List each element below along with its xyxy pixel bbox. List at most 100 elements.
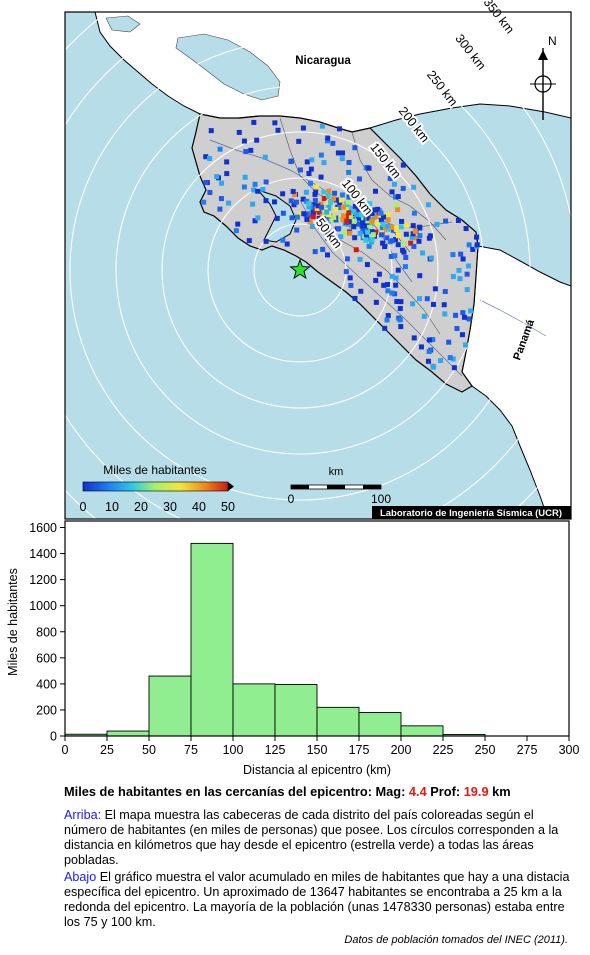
population-point	[307, 219, 313, 225]
population-point	[360, 220, 366, 226]
population-point	[311, 202, 317, 208]
population-point	[336, 126, 342, 132]
population-point	[347, 214, 353, 220]
population-point	[343, 269, 349, 275]
population-point	[338, 197, 344, 203]
population-point	[340, 150, 346, 156]
population-point	[316, 209, 322, 215]
scalebar	[290, 484, 382, 490]
population-point	[354, 212, 360, 218]
population-point	[304, 159, 310, 165]
population-point	[389, 273, 395, 279]
population-point	[385, 223, 391, 229]
population-point	[385, 217, 391, 223]
population-point	[263, 179, 269, 185]
population-point	[366, 215, 372, 221]
costa-rica-land	[191, 113, 479, 393]
population-point	[451, 365, 457, 371]
population-point	[318, 224, 324, 230]
population-point	[389, 189, 395, 195]
population-point	[430, 337, 436, 343]
population-point	[214, 174, 220, 180]
population-point	[311, 209, 317, 215]
population-point	[339, 192, 345, 198]
histogram-bar	[148, 675, 192, 737]
population-point	[255, 215, 261, 221]
magnitude-value: 4.4	[408, 784, 427, 799]
population-point	[369, 237, 375, 243]
population-point	[426, 337, 432, 343]
x-tick-label: 100	[223, 743, 244, 757]
population-point	[385, 313, 391, 319]
population-point	[324, 209, 330, 215]
population-point	[441, 302, 447, 308]
population-point	[400, 247, 406, 253]
population-point	[347, 275, 353, 281]
y-tick-label: 1600	[29, 521, 57, 535]
population-point	[393, 202, 399, 208]
population-point	[217, 206, 223, 212]
population-point	[393, 282, 399, 288]
north-arrow-icon	[530, 48, 556, 120]
population-point	[224, 171, 230, 177]
population-point	[251, 119, 257, 125]
population-point	[434, 221, 440, 227]
population-point	[333, 197, 339, 203]
population-point	[410, 223, 416, 229]
x-tick-label: 50	[142, 743, 156, 757]
population-point	[474, 242, 480, 248]
population-point	[280, 237, 286, 243]
population-point	[453, 312, 459, 318]
population-point	[316, 215, 322, 221]
population-point	[465, 263, 471, 269]
scalebar-end: 100	[371, 492, 391, 506]
population-point	[352, 235, 358, 241]
caption-abajo: Abajo El gráfico muestra el valor acumul…	[64, 870, 572, 930]
population-point	[294, 214, 300, 220]
colorbar-tick-label: 30	[163, 500, 177, 514]
x-tick-label: 0	[62, 743, 69, 757]
population-point	[300, 196, 306, 202]
nicaragua-label: Nicaragua	[295, 55, 351, 67]
population-point	[466, 316, 472, 322]
population-point	[464, 287, 470, 293]
population-point	[362, 211, 368, 217]
population-point	[312, 191, 318, 197]
population-point	[309, 157, 315, 163]
population-point	[292, 192, 298, 198]
population-point	[254, 137, 260, 143]
population-point	[474, 234, 480, 240]
colorbar-tick-label: 0	[80, 500, 87, 514]
population-point	[308, 212, 314, 218]
x-tick-label: 125	[265, 743, 286, 757]
population-point	[321, 195, 327, 201]
depth-value: 19.9	[463, 784, 489, 799]
population-point	[389, 290, 395, 296]
population-point	[399, 218, 405, 224]
population-point	[403, 231, 409, 237]
population-point	[291, 202, 297, 208]
scalebar-start: 0	[288, 492, 295, 506]
distance-ring	[207, 177, 393, 363]
population-point	[347, 230, 353, 236]
x-tick-label: 300	[559, 743, 580, 757]
population-point	[342, 229, 348, 235]
depth-unit: km	[488, 784, 511, 799]
y-axis-label: Miles de habitantes	[6, 568, 20, 676]
population-point	[400, 185, 406, 191]
population-point	[325, 212, 331, 218]
population-point	[420, 250, 426, 256]
caption-arriba: Arriba: El mapa muestra las cabeceras de…	[64, 808, 572, 868]
population-point	[430, 363, 436, 369]
population-point	[391, 181, 397, 187]
population-points	[201, 119, 480, 371]
population-point	[366, 165, 372, 171]
population-point	[397, 305, 403, 311]
population-point	[393, 225, 399, 231]
population-point	[344, 218, 350, 224]
population-point	[314, 184, 320, 190]
population-point	[328, 200, 334, 206]
population-point	[378, 210, 384, 216]
x-tick-label: 275	[517, 743, 538, 757]
scalebar-unit: km	[329, 466, 344, 478]
